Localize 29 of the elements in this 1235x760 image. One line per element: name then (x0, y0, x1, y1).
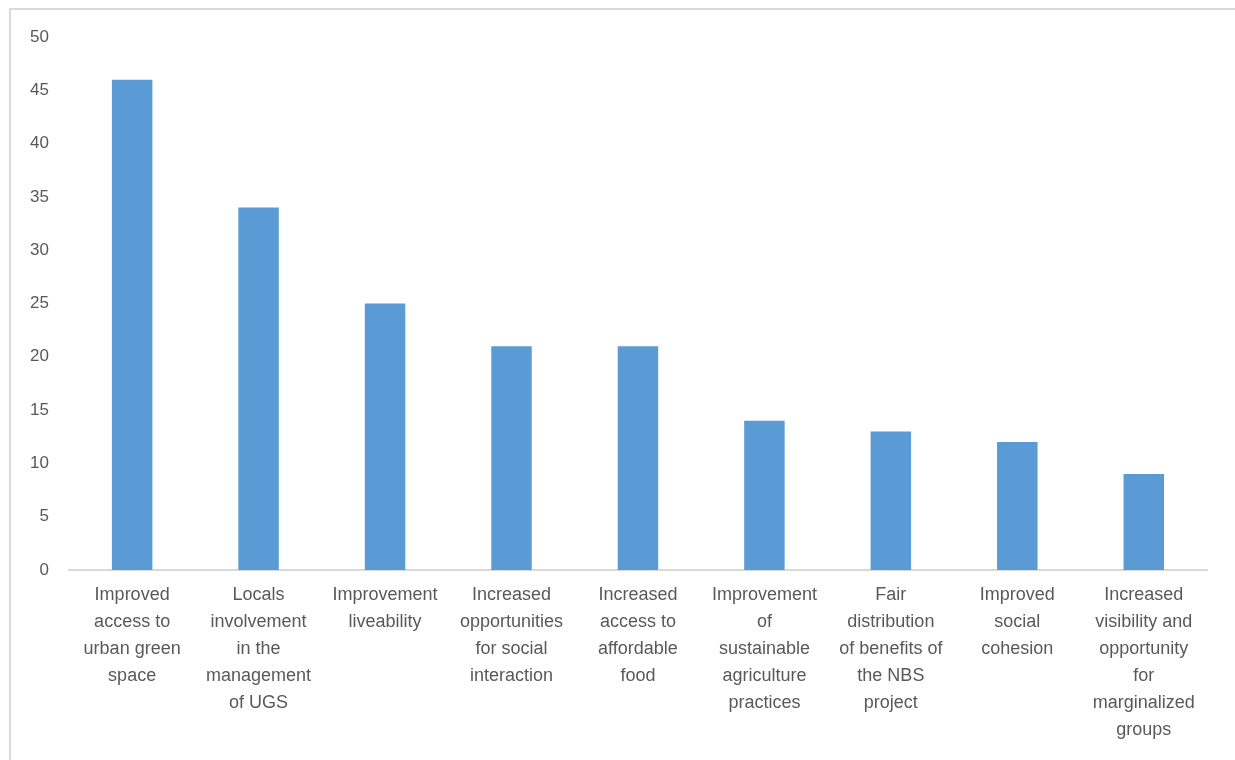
bar (364, 303, 406, 570)
x-tick-label: Improved access to urban green space (83, 584, 181, 686)
y-tick-label: 30 (29, 239, 49, 259)
bar (111, 79, 153, 570)
x-tick-label: Improved social cohesion (979, 584, 1055, 659)
y-tick-label: 15 (29, 399, 49, 419)
y-tick-label: 45 (29, 79, 49, 99)
y-tick-label: 35 (29, 186, 49, 206)
y-tick-label: 50 (29, 26, 49, 46)
y-tick-label: 25 (29, 293, 49, 313)
bar (1123, 474, 1165, 570)
bar (744, 420, 785, 570)
y-tick-label: 40 (29, 133, 49, 153)
y-tick-label: 0 (39, 559, 49, 579)
bar (238, 207, 279, 570)
bar (617, 346, 659, 570)
x-tick-label: Fair distribution of benefits of the NBS project (839, 584, 944, 713)
y-tick-label: 20 (29, 346, 49, 366)
x-tick-label: Increased visibility and opportunity for marginalized groups (1092, 584, 1195, 740)
bar (870, 431, 912, 570)
y-tick-label: 5 (39, 506, 49, 526)
bar (997, 442, 1038, 570)
x-tick-label: Increased access to affordable food (598, 584, 678, 686)
x-tick-label: Improvement of sustainable agriculture practices (711, 584, 817, 713)
bar (491, 346, 532, 570)
x-tick-label: Improvement liveability (332, 584, 438, 632)
x-tick-label: Increased opportunities for social interaction (459, 584, 564, 686)
x-tick-label: Locals involvement in the management of UGS (206, 584, 312, 713)
y-tick-label: 10 (29, 453, 49, 473)
